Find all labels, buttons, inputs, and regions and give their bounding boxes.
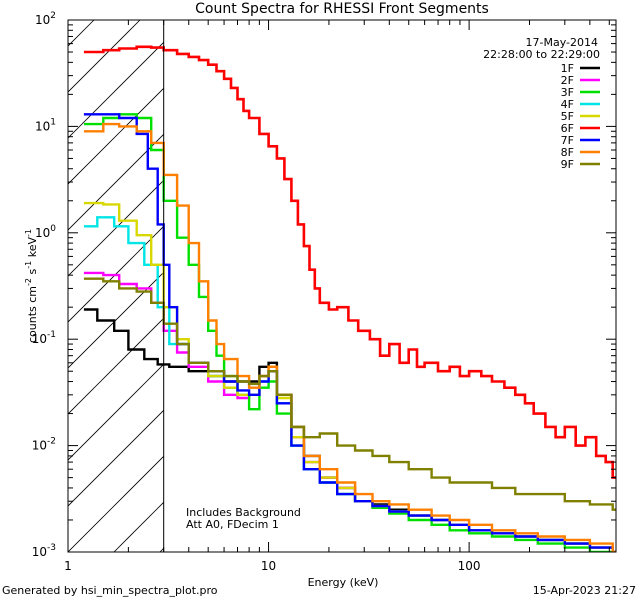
hatch-line bbox=[68, 317, 164, 415]
legend-label-9f: 9F bbox=[561, 158, 574, 171]
hatch-line bbox=[68, 455, 164, 552]
hatch-line bbox=[436, 20, 640, 552]
legend-label-8f: 8F bbox=[561, 146, 574, 159]
legend-label-5f: 5F bbox=[561, 110, 574, 123]
hatch-line bbox=[68, 271, 164, 369]
hatch-line bbox=[574, 20, 640, 552]
hatch-line bbox=[390, 20, 640, 552]
hatch-line bbox=[252, 20, 640, 552]
hatch-line bbox=[206, 20, 640, 552]
series-group bbox=[83, 45, 616, 552]
legend-label-6f: 6F bbox=[561, 122, 574, 135]
hatch-line bbox=[68, 409, 164, 507]
x-tick-label: 1 bbox=[64, 559, 72, 573]
y-tick-label: 100 bbox=[35, 224, 56, 240]
hatch-line bbox=[68, 41, 164, 139]
y-axis-ticks: 10-3 10-2 10-1 100 101 102 bbox=[32, 11, 616, 559]
hatch-line bbox=[68, 20, 95, 47]
legend-label-7f: 7F bbox=[561, 134, 574, 147]
x-tick-label: 100 bbox=[458, 559, 481, 573]
hatch-line bbox=[68, 225, 164, 323]
y-tick-label: 102 bbox=[35, 11, 56, 27]
x-axis-ticks: 1 10 100 bbox=[64, 20, 610, 573]
series-line-6f bbox=[83, 45, 616, 479]
footer-generated-by: Generated by hsi_min_spectra_plot.pro bbox=[2, 584, 218, 597]
y-tick-label: 10-3 bbox=[32, 543, 56, 559]
legend-label-1f: 1F bbox=[561, 62, 574, 75]
plot-frame bbox=[67, 19, 617, 553]
footer-timestamp: 15-Apr-2023 21:27 bbox=[533, 584, 636, 597]
y-axis-label: counts cm-2 s-1 keV-1 bbox=[24, 229, 39, 343]
hatch-line bbox=[344, 20, 640, 552]
series-line-9f bbox=[83, 277, 616, 511]
hatch-line bbox=[620, 20, 640, 552]
attenuator-hatch-region bbox=[68, 20, 640, 552]
hatch-line bbox=[528, 20, 640, 552]
x-axis-label: Energy (keV) bbox=[308, 576, 379, 589]
y-tick-label: 101 bbox=[35, 117, 56, 133]
chart-title: Count Spectra for RHESSI Front Segments bbox=[195, 1, 489, 17]
legend-label-3f: 3F bbox=[561, 86, 574, 99]
hatch-line bbox=[298, 20, 640, 552]
time-range-label: 22:28:00 to 22:29:00 bbox=[483, 48, 600, 61]
y-tick-label: 10-1 bbox=[32, 330, 56, 346]
annotation-attenuator: Att A0, FDecim 1 bbox=[186, 518, 279, 531]
annotation-background: Includes Background bbox=[186, 506, 301, 519]
hatch-line bbox=[68, 179, 164, 277]
x-tick-label: 10 bbox=[261, 559, 276, 573]
hatch-line bbox=[68, 87, 164, 185]
legend-label-4f: 4F bbox=[561, 98, 574, 111]
y-tick-label: 10-2 bbox=[32, 437, 56, 453]
legend-label-2f: 2F bbox=[561, 74, 574, 87]
date-label: 17-May-2014 bbox=[526, 36, 598, 49]
